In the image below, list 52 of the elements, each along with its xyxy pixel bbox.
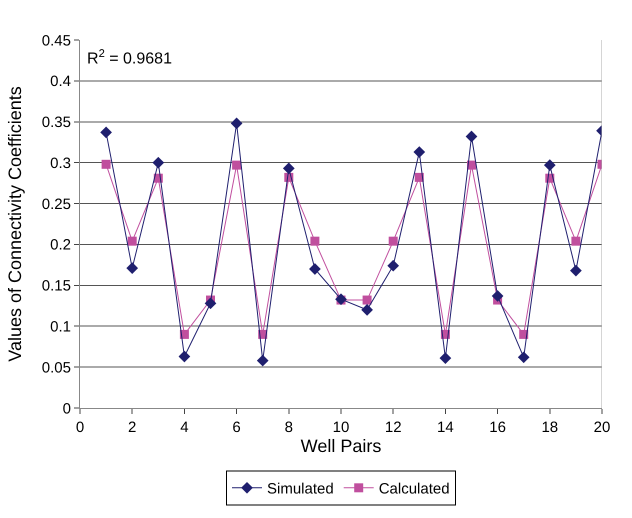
point: [100, 126, 112, 138]
y-tick-label: 0.15: [42, 278, 71, 295]
y-tick-label: 0.4: [50, 73, 71, 90]
y-tick-label: 0.35: [42, 114, 71, 132]
x-tick-label: 20: [594, 419, 610, 436]
y-tick-label: 0.05: [42, 359, 71, 376]
x-tick-label: 18: [541, 419, 558, 436]
x-tick-label: 8: [284, 419, 293, 436]
point: [466, 130, 478, 142]
point: [492, 290, 504, 302]
point: [204, 297, 216, 310]
point: [570, 264, 582, 276]
point: [518, 351, 530, 364]
point: [413, 146, 426, 158]
point: [310, 236, 320, 246]
x-tick-label: 0: [76, 419, 84, 436]
x-tick-label: 10: [332, 419, 350, 436]
point: [361, 304, 373, 316]
point: [232, 160, 242, 170]
x-tick-label: 16: [489, 419, 506, 436]
point: [256, 354, 269, 366]
y-tick-label: 0.1: [50, 318, 71, 336]
point: [128, 236, 137, 246]
point: [387, 260, 400, 272]
y-tick-label: 0: [62, 400, 71, 418]
x-tick-label: 2: [128, 419, 136, 436]
x-tick-label: 4: [180, 419, 189, 436]
point: [282, 162, 295, 174]
point: [362, 296, 372, 305]
y-tick-label: 0.3: [50, 154, 71, 172]
x-axis-title: Well Pairs: [300, 436, 382, 456]
point: [126, 262, 138, 274]
y-tick-label: 0.25: [42, 196, 71, 213]
annotation: R$^{2}$ = 0.9681: [87, 48, 172, 68]
y-tick-label: 0.45: [42, 32, 71, 50]
y-axis-title: Values of Connectivity Coefficients: [4, 86, 25, 362]
x-tick-label: 12: [384, 419, 402, 436]
y-tick-label: 0.2: [50, 236, 71, 254]
x-tick-label: 14: [437, 419, 454, 436]
point: [178, 350, 190, 362]
point: [102, 160, 111, 169]
point: [230, 118, 242, 130]
legend-label: Calculated: [378, 480, 450, 498]
point: [571, 236, 580, 246]
point: [335, 293, 347, 306]
point: [152, 156, 164, 169]
point: [544, 159, 556, 171]
point: [388, 236, 398, 246]
point: [309, 263, 321, 275]
legend-label: Simulated: [267, 480, 334, 498]
point: [440, 352, 452, 364]
x-tick-label: 6: [232, 419, 241, 436]
